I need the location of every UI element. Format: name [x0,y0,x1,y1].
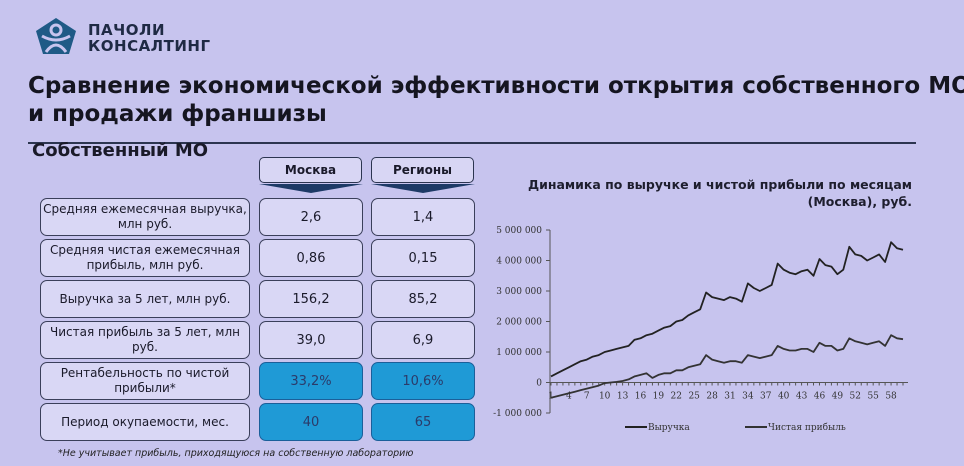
chart-title-line-2: (Москва), руб. [807,194,912,209]
footnote: *Не учитывает прибыль, приходящуюся на с… [58,448,414,459]
cell-moscow: 0,86 [259,239,363,277]
chart-title-line-1: Динамика по выручке и чистой прибыли по … [527,177,912,192]
arrow-down-icon [371,184,475,193]
x-tick-label: 52 [850,392,861,402]
series-line-profit [550,334,904,399]
y-tick-label: 0 [536,379,542,389]
cell-regions: 1,4 [371,198,475,236]
section-subtitle: Собственный МО [32,140,209,161]
cell-moscow: 33,2% [259,362,363,400]
x-tick-label: 10 [599,392,611,402]
title-line-2: и продажи франшизы [28,101,327,127]
cell-regions: 65 [371,403,475,441]
legend-label: Выручка [648,423,690,433]
row-label: Рентабельность по чистой прибыли* [40,362,250,400]
line-chart: 5 000 000 4 000 000 3 000 000 2 000 000 1 00… [493,226,908,433]
y-tick-label: -1 000 000 [493,409,542,419]
row-label: Выручка за 5 лет, млн руб. [40,280,250,318]
x-tick-label: 4 [566,392,572,402]
row-label: Период окупаемости, мес. [40,403,250,441]
column-header-regions: Регионы [371,157,474,183]
row-label: Средняя чистая ежемесячная прибыль, млн … [40,239,250,277]
x-tick-label: 49 [832,392,844,402]
y-tick-label: 4 000 000 [496,257,542,267]
title-line-1: Сравнение экономической эффективности от… [28,73,964,99]
x-tick-label: 28 [706,392,718,402]
x-tick-label: 22 [671,392,682,402]
cell-moscow: 40 [259,403,363,441]
row-label: Чистая прибыль за 5 лет, млн руб. [40,321,250,359]
legend-label: Чистая прибыль [768,422,846,433]
x-tick-label: 7 [584,392,590,402]
x-tick-label: 19 [653,392,665,402]
x-tick-label: 34 [742,392,754,402]
y-tick-label: 3 000 000 [496,287,542,297]
chart-title: Динамика по выручке и чистой прибыли по … [520,176,912,210]
logo-text: ПАЧОЛИ КОНСАЛТИНГ [88,22,211,54]
title-divider [28,142,916,144]
arrow-down-icon [259,184,363,193]
x-tick-label: 43 [796,392,808,402]
cell-regions: 0,15 [371,239,475,277]
series-line-revenue [550,241,904,378]
x-tick-label: 16 [635,392,647,402]
x-tick-label: 37 [760,392,772,402]
x-tick-label: 46 [814,392,826,402]
x-tick-label: 13 [617,392,629,402]
cell-moscow: 2,6 [259,198,363,236]
row-label: Средняя ежемесячная выручка, млн руб. [40,198,250,236]
cell-regions: 6,9 [371,321,475,359]
x-tick-label: 55 [867,392,879,402]
logo-line-1: ПАЧОЛИ [88,21,166,39]
logo-icon [36,18,76,54]
x-tick-label: 1 [548,392,554,402]
logo-line-2: КОНСАЛТИНГ [88,37,211,55]
cell-regions: 10,6% [371,362,475,400]
y-tick-label: 2 000 000 [496,318,542,328]
x-tick-label: 25 [688,392,700,402]
page-title: Сравнение экономической эффективности от… [28,72,964,128]
x-tick-label: 31 [724,392,735,402]
column-header-moscow: Москва [259,157,362,183]
x-tick-label: 40 [778,392,790,402]
y-tick-label: 1 000 000 [496,348,542,358]
cell-moscow: 156,2 [259,280,363,318]
cell-regions: 85,2 [371,280,475,318]
y-tick-label: 5 000 000 [496,226,542,236]
x-tick-label: 58 [885,392,897,402]
cell-moscow: 39,0 [259,321,363,359]
